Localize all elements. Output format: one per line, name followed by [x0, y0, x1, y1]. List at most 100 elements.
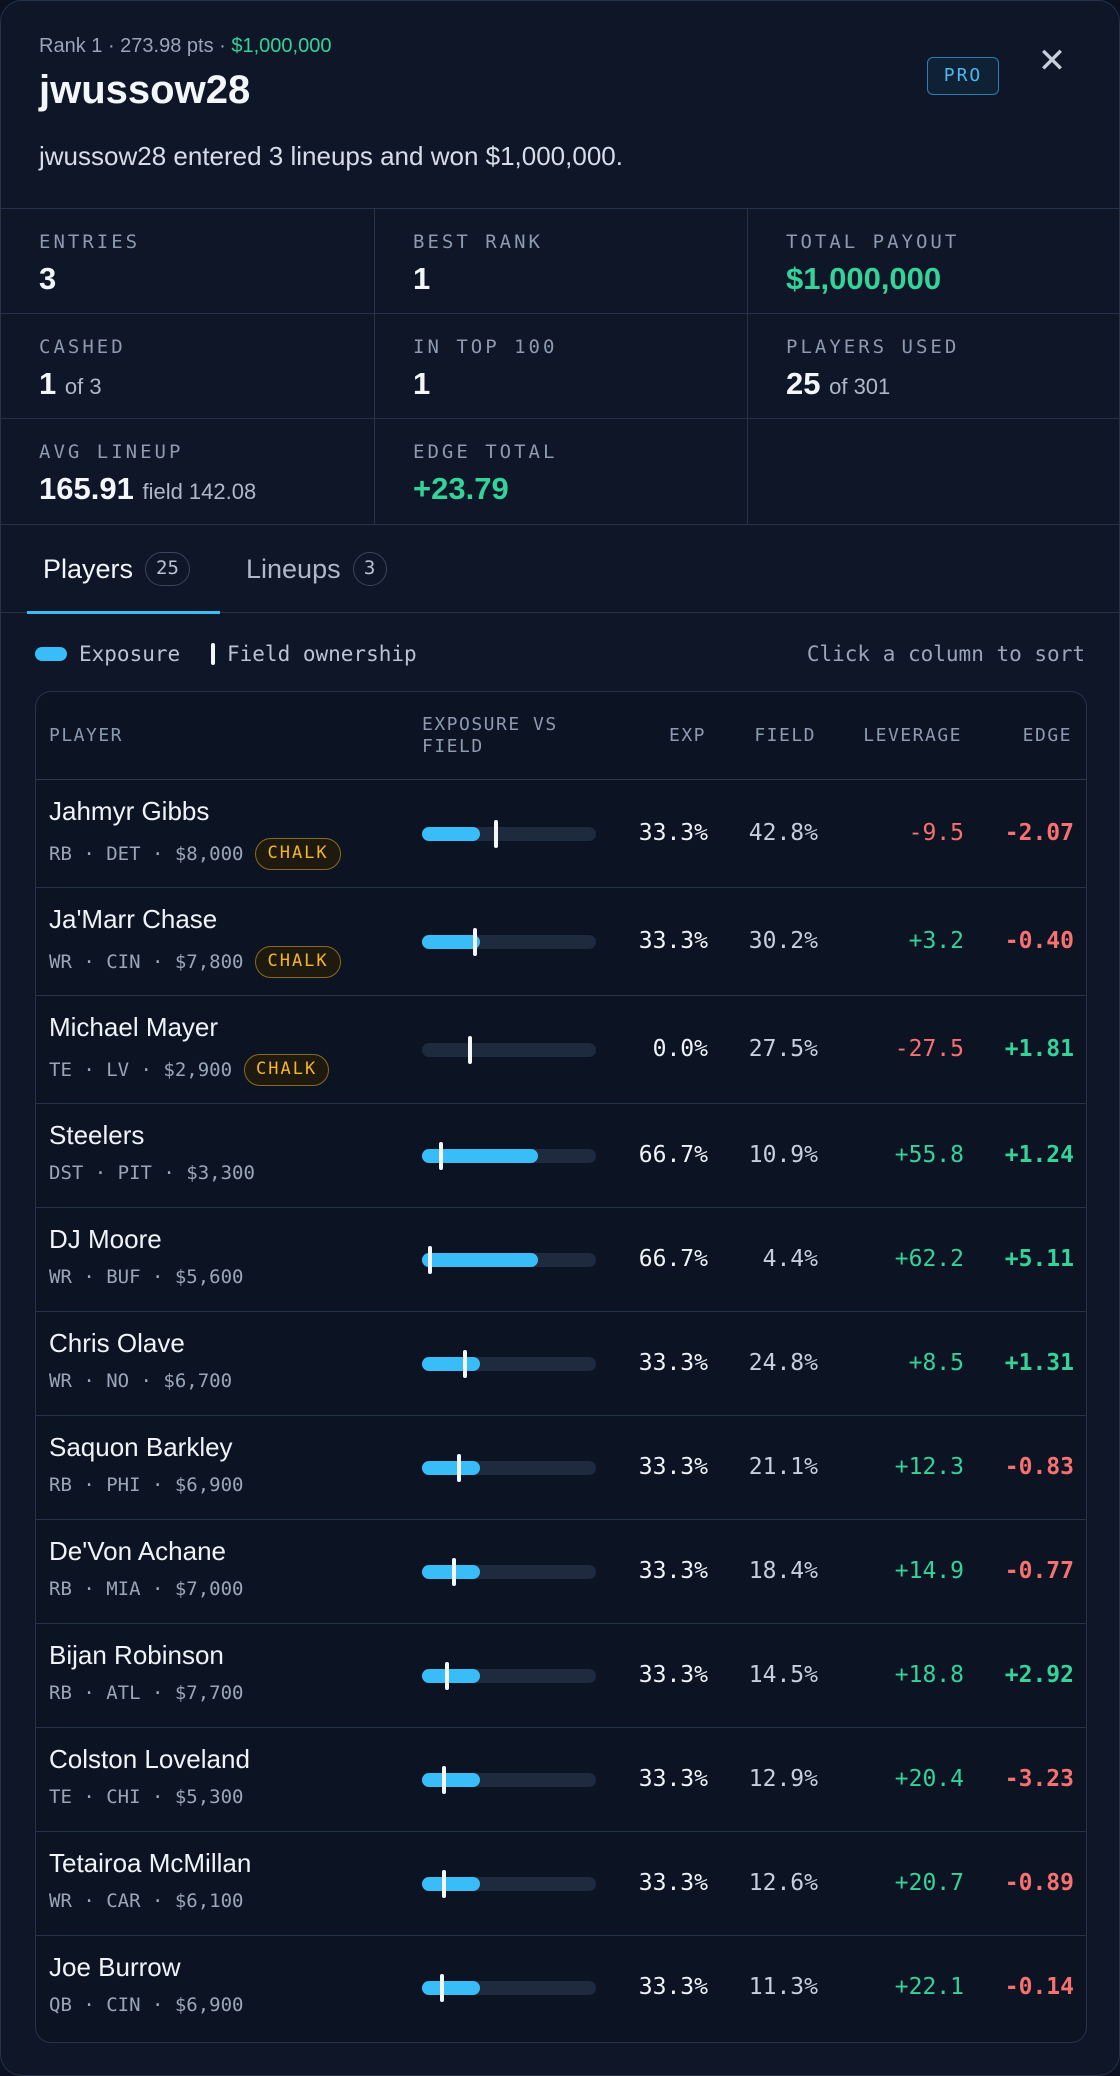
table-header: PLAYER EXPOSURE VS FIELD EXP FIELD LEVER…: [36, 692, 1086, 780]
field-ownership-marker: [463, 1350, 468, 1378]
stat-value: 165.91 field 142.08: [39, 471, 257, 506]
field-value: 42.8%: [748, 820, 818, 846]
field-ownership-marker: [456, 1454, 461, 1482]
field-ownership-marker: [441, 1870, 446, 1898]
edge-value: +5.11: [1004, 1246, 1074, 1272]
field-ownership-marker: [472, 928, 477, 956]
player-meta: RB · MIA · $7,000: [49, 1578, 244, 1600]
chalk-badge: CHALK: [255, 838, 341, 870]
stat-edge-total: EDGE TOTAL +23.79: [375, 419, 748, 524]
player-meta: TE · LV · $2,900 CHALK: [49, 1054, 330, 1086]
stat-label: IN TOP 100: [413, 336, 558, 358]
exposure-bar: [422, 1974, 596, 2002]
player-meta: WR · NO · $6,700: [49, 1370, 233, 1392]
edge-value: +2.92: [1004, 1662, 1074, 1688]
field-value: 30.2%: [748, 928, 818, 954]
table-row[interactable]: Tetairoa McMillan WR · CAR · $6,100 33.3% 1…: [36, 1832, 1086, 1936]
exp-value: 66.7%: [638, 1246, 708, 1272]
tab-players[interactable]: Players 25: [43, 525, 190, 613]
exposure-bar: [422, 1454, 596, 1482]
stat-avg-lineup: AVG LINEUP 165.91 field 142.08: [1, 419, 375, 524]
stat-cashed: CASHED 1 of 3: [1, 314, 375, 419]
entry-summary: jwussow28 entered 3 lineups and won $1,0…: [39, 141, 623, 171]
col-edge[interactable]: EDGE: [1022, 725, 1072, 746]
panel-header: Rank 1 · 273.98 pts · $1,000,000 jwussow…: [1, 1, 1119, 209]
exposure-fill: [422, 1357, 480, 1371]
close-icon[interactable]: ✕: [1037, 42, 1067, 80]
col-leverage[interactable]: LEVERAGE: [863, 725, 962, 746]
stat-value: +23.79: [413, 471, 509, 506]
exposure-bar: [422, 1036, 596, 1064]
edge-value: -0.14: [1004, 1974, 1074, 2000]
active-tab-indicator: [27, 611, 220, 614]
stat-players-used: PLAYERS USED 25 of 301: [748, 314, 1119, 419]
field-ownership-marker: [442, 1766, 447, 1794]
stats-grid: ENTRIES 3 BEST RANK 1 TOTAL PAYOUT $1,000,000…: [1, 209, 1119, 525]
field-value: 27.5%: [748, 1036, 818, 1062]
player-meta: DST · PIT · $3,300: [49, 1162, 255, 1184]
field-ownership-marker: [452, 1558, 457, 1586]
table-body: Jahmyr Gibbs RB · DET · $8,000 CHALK 33.3% 4…: [36, 780, 1086, 2040]
table-row[interactable]: Michael Mayer TE · LV · $2,900 CHALK 0.0% 27…: [36, 996, 1086, 1104]
stat-value: 1: [413, 261, 431, 296]
exposure-fill: [422, 1461, 480, 1475]
player-name: Steelers: [49, 1120, 145, 1150]
leverage-value: +62.2: [894, 1246, 964, 1272]
table-row[interactable]: Joe Burrow QB · CIN · $6,900 33.3% 11.3% +22…: [36, 1936, 1086, 2040]
exp-value: 33.3%: [638, 820, 708, 846]
tab-lineups[interactable]: Lineups 3: [246, 525, 387, 613]
table-row[interactable]: Saquon Barkley RB · PHI · $6,900 33.3% 21.1…: [36, 1416, 1086, 1520]
table-row[interactable]: De'Von Achane RB · MIA · $7,000 33.3% 18.4%…: [36, 1520, 1086, 1624]
exposure-fill: [422, 1981, 480, 1995]
player-meta: TE · CHI · $5,300: [49, 1786, 244, 1808]
field-ownership-marker: [438, 1142, 443, 1170]
player-name: Bijan Robinson: [49, 1640, 224, 1670]
table-row[interactable]: Jahmyr Gibbs RB · DET · $8,000 CHALK 33.3% 4…: [36, 780, 1086, 888]
stat-entries: ENTRIES 3: [1, 209, 375, 314]
player-name: Jahmyr Gibbs: [49, 796, 210, 826]
chalk-badge: CHALK: [244, 1054, 330, 1086]
field-ownership-marker: [427, 1246, 432, 1274]
table-row[interactable]: DJ Moore WR · BUF · $5,600 66.7% 4.4% +62.2 +…: [36, 1208, 1086, 1312]
field-ownership-marker: [494, 820, 499, 848]
exposure-bar: [422, 820, 596, 848]
exposure-fill: [422, 935, 480, 949]
col-exp[interactable]: EXP: [668, 725, 706, 746]
edge-value: -0.40: [1004, 928, 1074, 954]
table-row[interactable]: Bijan Robinson RB · ATL · $7,700 33.3% 14.5…: [36, 1624, 1086, 1728]
col-player[interactable]: PLAYER: [49, 725, 124, 746]
exposure-fill: [422, 1565, 480, 1579]
col-exposure-vs-field[interactable]: EXPOSURE VS FIELD: [422, 714, 558, 757]
col-field[interactable]: FIELD: [754, 725, 816, 746]
player-name: DJ Moore: [49, 1224, 162, 1254]
leverage-value: +18.8: [894, 1662, 964, 1688]
table-row[interactable]: Steelers DST · PIT · $3,300 66.7% 10.9% +55.…: [36, 1104, 1086, 1208]
field-value: 24.8%: [748, 1350, 818, 1376]
player-name: Joe Burrow: [49, 1952, 181, 1982]
player-meta: QB · CIN · $6,900: [49, 1994, 244, 2016]
player-name: Colston Loveland: [49, 1744, 250, 1774]
player-meta: RB · DET · $8,000 CHALK: [49, 838, 341, 870]
table-row[interactable]: Colston Loveland TE · CHI · $5,300 33.3% 12…: [36, 1728, 1086, 1832]
stat-empty-cell: [748, 419, 1119, 524]
field-ownership-marker: [445, 1662, 450, 1690]
sort-hint: Click a column to sort: [806, 642, 1085, 666]
tab-lineups-label: Lineups: [246, 553, 341, 584]
player-name: Chris Olave: [49, 1328, 185, 1358]
stat-value: 1: [413, 366, 431, 401]
tab-players-count: 25: [145, 552, 190, 586]
exposure-bar: [422, 1350, 596, 1378]
field-ownership-marker: [467, 1036, 472, 1064]
exp-value: 33.3%: [638, 1766, 708, 1792]
exposure-fill: [422, 1253, 539, 1267]
exposure-fill: [422, 1877, 480, 1891]
exp-value: 33.3%: [638, 1558, 708, 1584]
table-row[interactable]: Chris Olave WR · NO · $6,700 33.3% 24.8% +8.…: [36, 1312, 1086, 1416]
stat-label: AVG LINEUP: [39, 441, 184, 463]
table-row[interactable]: Ja'Marr Chase WR · CIN · $7,800 CHALK 33.3%…: [36, 888, 1086, 996]
stat-label: TOTAL PAYOUT: [786, 231, 960, 253]
field-value: 4.4%: [762, 1246, 818, 1272]
exp-value: 33.3%: [638, 1662, 708, 1688]
edge-value: -0.83: [1004, 1454, 1074, 1480]
